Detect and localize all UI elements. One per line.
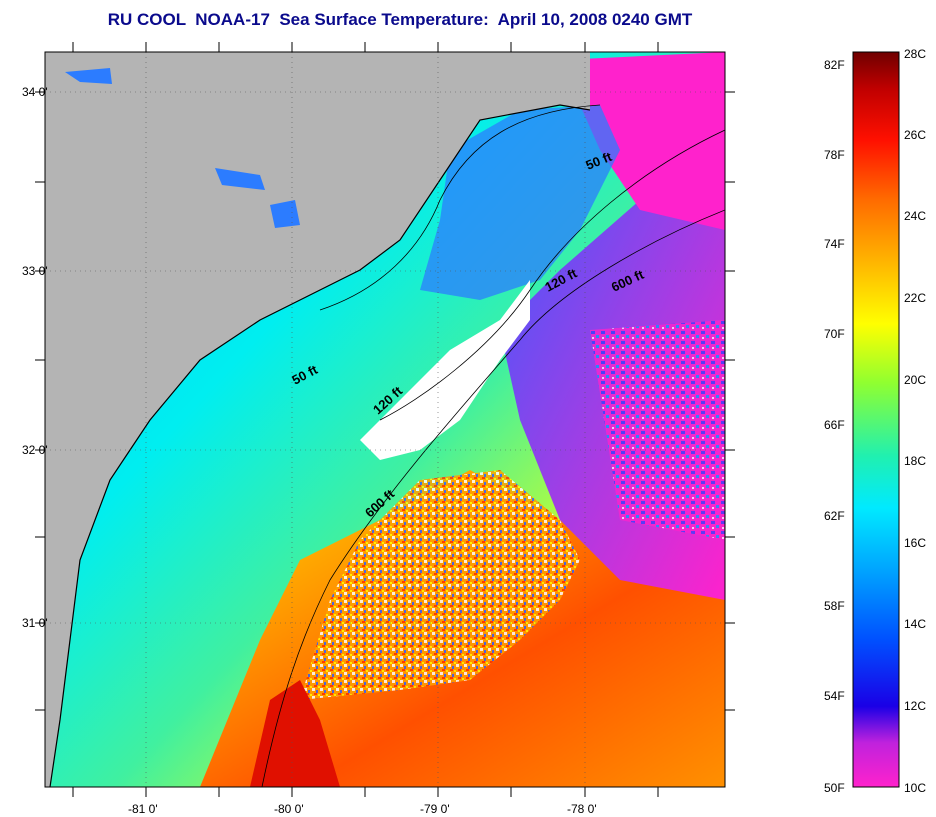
- lon-label-78: -78 0': [567, 802, 597, 816]
- axis-ticks: [35, 42, 735, 797]
- lon-label-79: -79 0': [420, 802, 450, 816]
- color-bar-gradient: [852, 51, 900, 788]
- c-label: 28C: [904, 47, 926, 61]
- lon-label-80: -80 0': [274, 802, 304, 816]
- f-label: 58F: [824, 599, 845, 613]
- lat-label-34: 34 0': [22, 85, 48, 99]
- c-label: 18C: [904, 454, 926, 468]
- f-label: 54F: [824, 689, 845, 703]
- c-label: 24C: [904, 209, 926, 223]
- map-title: RU COOL NOAA-17 Sea Surface Temperature:…: [107, 10, 693, 29]
- f-label: 62F: [824, 509, 845, 523]
- lat-label-33: 33 0': [22, 264, 48, 278]
- isobath-120ft: [379, 129, 725, 421]
- c-label: 22C: [904, 291, 926, 305]
- f-label: 82F: [824, 58, 845, 72]
- map-frame: [44, 51, 726, 788]
- c-label: 10C: [904, 781, 926, 795]
- isobath-50ft: [319, 104, 601, 311]
- lat-label-31: 31 0': [22, 616, 48, 630]
- lon-label-81: -81 0': [128, 802, 158, 816]
- isobath-600ft: [261, 209, 725, 787]
- celsius-scale: 28C 26C 24C 22C 20C 18C 16C 14C 12C 10C: [904, 47, 926, 795]
- c-label: 20C: [904, 373, 926, 387]
- f-label: 50F: [824, 781, 845, 795]
- c-label: 14C: [904, 617, 926, 631]
- c-label: 12C: [904, 699, 926, 713]
- c-label: 16C: [904, 536, 926, 550]
- f-label: 78F: [824, 148, 845, 162]
- lat-lon-grid: [45, 52, 725, 787]
- f-label: 66F: [824, 418, 845, 432]
- f-label: 74F: [824, 237, 845, 251]
- f-label: 70F: [824, 327, 845, 341]
- fahrenheit-scale: 82F 78F 74F 70F 66F 62F 58F 54F 50F: [824, 58, 845, 795]
- land-mass: [45, 52, 590, 787]
- lat-label-32: 32 0': [22, 443, 48, 457]
- sst-image: [45, 52, 725, 787]
- c-label: 26C: [904, 128, 926, 142]
